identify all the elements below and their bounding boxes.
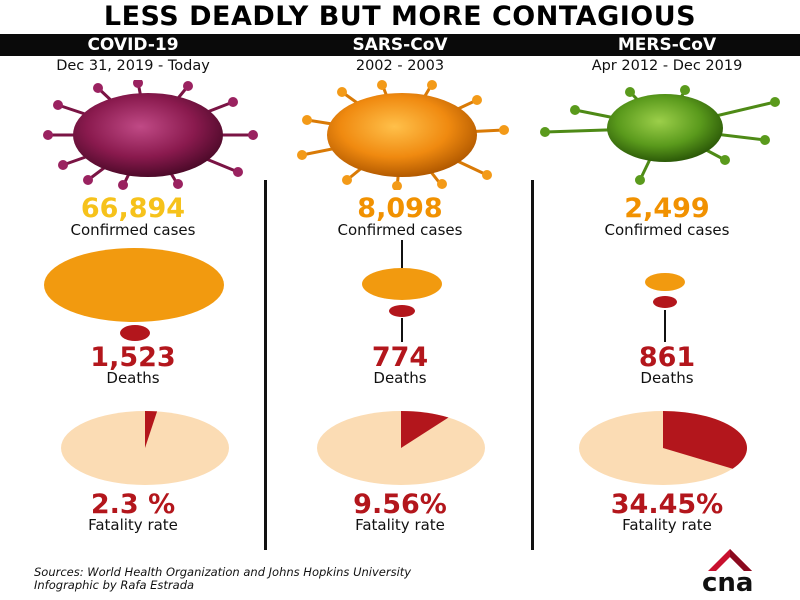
cna-logo: cna [702,549,753,595]
date-range-sars: 2002 - 2003 [355,58,445,74]
deaths-bubble-sars [389,305,415,317]
sources-text: Sources: World Health Organization and J… [34,565,412,579]
connector-line [401,240,403,268]
date-range-mers: Apr 2012 - Dec 2019 [591,58,743,74]
covid-virus-illustration [43,80,258,190]
cases-bubble-mers [645,273,685,291]
deaths-label: Deaths [106,369,160,387]
sources-note: Sources: World Health Organization and J… [34,566,411,592]
fatality-pie-sars [317,411,485,485]
cna-logo-text: cna [702,568,753,595]
cases-bubble-sars [362,268,442,300]
column-name-covid: COVID-19 [87,35,179,55]
date-range-covid: Dec 31, 2019 - Today [56,58,210,74]
confirmed-cases-covid: 66,894 [80,193,186,224]
column-name-sars: SARS-CoV [352,35,448,55]
fatality-rate-label: Fatality rate [355,516,445,534]
deaths-bubble-covid [120,325,150,341]
sars-virus-illustration [297,80,509,190]
deaths-count-mers: 861 [638,342,696,373]
fatality-rate-label: Fatality rate [622,516,712,534]
deaths-label: Deaths [640,369,694,387]
column-divider [264,180,267,550]
confirmed-cases-label: Confirmed cases [604,221,730,239]
deaths-bubble-mers [653,296,677,308]
column-header-bar: COVID-19 SARS-CoV MERS-CoV [0,34,800,56]
confirmed-cases-sars: 8,098 [357,193,443,224]
confirmed-cases-mers: 2,499 [624,193,710,224]
cases-bubble-covid [44,248,224,322]
fatality-rate-label: Fatality rate [88,516,178,534]
pie-slice [401,411,449,448]
column-name-mers: MERS-CoV [617,35,717,55]
fatality-pie-mers [579,411,747,485]
fatality-rate-mers: 34.45% [610,489,724,520]
deaths-count-covid: 1,523 [90,342,176,373]
fatality-rate-covid: 2.3 % [90,489,176,520]
confirmed-cases-label: Confirmed cases [337,221,463,239]
credit-text: Infographic by Rafa Estrada [34,578,195,592]
page-title: LESS DEADLY BUT MORE CONTAGIOUS [103,1,697,32]
deaths-label: Deaths [373,369,427,387]
fatality-pie-covid [61,411,229,485]
column-divider [531,180,534,550]
confirmed-cases-label: Confirmed cases [70,221,196,239]
pie-slice [663,411,747,469]
mers-virus-illustration [540,85,780,185]
connector-line [401,318,403,342]
pie-slice [145,411,158,448]
deaths-count-sars: 774 [371,342,429,373]
connector-line [664,310,666,342]
fatality-rate-sars: 9.56% [353,489,447,520]
